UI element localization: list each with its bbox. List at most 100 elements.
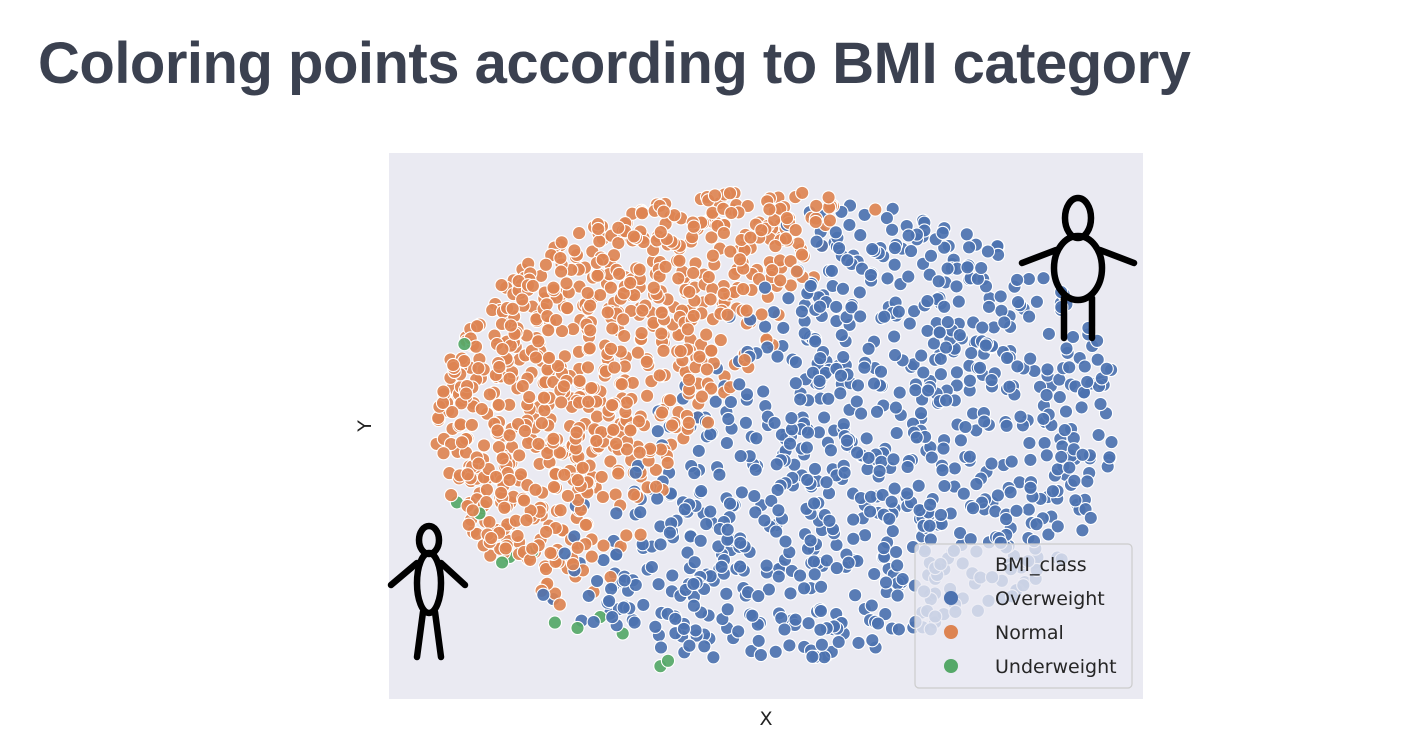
- point-overweight: [1099, 361, 1114, 376]
- point-overweight: [807, 567, 822, 582]
- point-normal: [739, 303, 754, 318]
- point-normal: [623, 423, 638, 438]
- point-overweight: [806, 496, 822, 511]
- point-normal: [680, 322, 696, 337]
- point-normal: [589, 433, 604, 449]
- point-overweight: [993, 289, 1008, 304]
- point-normal: [656, 204, 671, 219]
- point-overweight: [703, 427, 718, 442]
- point-normal: [703, 381, 719, 396]
- point-overweight: [886, 452, 901, 467]
- point-overweight: [627, 615, 642, 630]
- point-overweight: [947, 461, 962, 476]
- point-normal: [445, 404, 460, 420]
- point-normal: [716, 225, 732, 241]
- point-normal: [479, 494, 494, 510]
- point-overweight: [938, 340, 954, 355]
- point-overweight: [1102, 450, 1117, 465]
- point-overweight: [823, 443, 839, 458]
- point-overweight: [922, 518, 937, 533]
- point-overweight: [784, 410, 799, 426]
- point-overweight: [813, 622, 828, 637]
- point-overweight: [962, 449, 977, 464]
- point-overweight: [924, 450, 939, 465]
- point-normal: [436, 446, 451, 461]
- point-overweight: [864, 598, 879, 613]
- point-overweight: [844, 300, 859, 315]
- point-overweight: [699, 516, 714, 532]
- point-normal: [580, 360, 596, 375]
- point-overweight: [633, 505, 648, 520]
- point-overweight: [807, 461, 823, 477]
- point-normal: [596, 538, 611, 553]
- point-normal: [794, 247, 810, 262]
- point-normal: [754, 223, 769, 238]
- point-normal: [592, 234, 607, 249]
- point-normal: [648, 479, 664, 494]
- point-overweight: [644, 559, 660, 575]
- point-overweight: [1104, 434, 1119, 450]
- point-normal: [634, 206, 650, 221]
- point-overweight: [937, 240, 952, 255]
- point-normal: [762, 202, 777, 217]
- point-normal: [567, 243, 582, 258]
- point-normal: [580, 285, 595, 301]
- point-overweight: [813, 579, 829, 594]
- legend-marker-overweight: [944, 591, 958, 605]
- point-overweight: [703, 504, 718, 519]
- point-normal: [590, 268, 605, 283]
- point-overweight: [861, 341, 876, 356]
- point-overweight: [732, 377, 747, 392]
- point-normal: [458, 386, 474, 401]
- point-overweight: [778, 534, 793, 549]
- point-normal: [443, 487, 459, 503]
- point-overweight: [895, 571, 910, 587]
- point-overweight: [1041, 326, 1057, 342]
- point-overweight: [1074, 400, 1089, 415]
- point-overweight: [651, 577, 666, 592]
- point-overweight: [586, 614, 601, 630]
- point-overweight: [783, 586, 798, 601]
- point-overweight: [694, 483, 709, 499]
- point-overweight: [990, 488, 1006, 503]
- point-normal: [603, 454, 618, 469]
- point-overweight: [757, 513, 772, 528]
- point-overweight: [940, 261, 955, 276]
- point-underweight: [494, 555, 510, 570]
- point-overweight: [1075, 523, 1090, 538]
- point-overweight: [1058, 404, 1074, 419]
- slide-title: Coloring points according to BMI categor…: [38, 31, 1191, 96]
- point-normal: [559, 276, 574, 291]
- point-normal: [554, 235, 569, 250]
- point-normal: [502, 472, 517, 488]
- point-normal: [554, 323, 570, 339]
- point-normal: [525, 278, 541, 294]
- point-overweight: [861, 450, 876, 466]
- point-normal: [681, 372, 697, 387]
- point-overweight: [769, 457, 784, 472]
- point-overweight: [836, 417, 851, 432]
- point-normal: [600, 305, 615, 320]
- point-overweight: [829, 560, 844, 576]
- point-overweight: [952, 525, 968, 541]
- point-overweight: [889, 425, 904, 441]
- point-normal: [570, 472, 585, 488]
- point-overweight: [1091, 427, 1106, 443]
- point-overweight: [1093, 396, 1108, 412]
- point-overweight: [951, 294, 966, 309]
- y-axis-label: Y: [354, 420, 376, 433]
- point-normal: [664, 418, 680, 433]
- point-normal: [468, 339, 484, 354]
- point-overweight: [757, 280, 773, 295]
- point-underweight: [547, 615, 563, 630]
- point-overweight: [745, 608, 760, 623]
- point-overweight: [853, 309, 868, 324]
- point-normal: [552, 445, 567, 460]
- point-overweight: [1009, 503, 1024, 518]
- point-normal: [539, 297, 554, 312]
- point-overweight: [691, 443, 706, 459]
- point-overweight: [648, 619, 663, 634]
- point-normal: [495, 451, 510, 466]
- point-normal: [546, 280, 561, 295]
- point-normal: [461, 517, 476, 532]
